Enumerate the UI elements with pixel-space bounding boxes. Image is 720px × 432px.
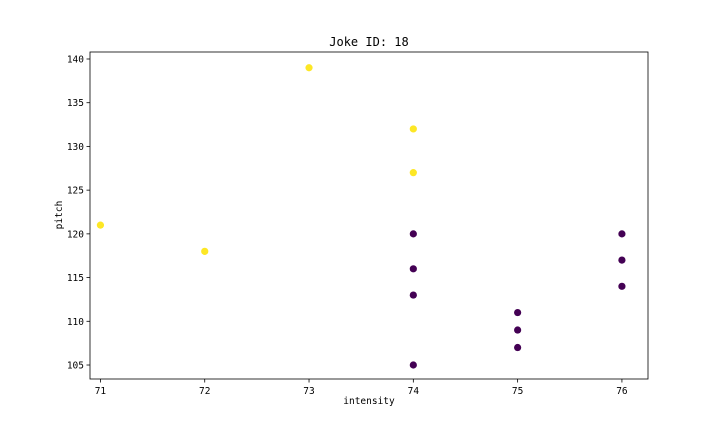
x-tick-label: 71 [95, 386, 107, 397]
y-tick-label: 140 [67, 54, 84, 65]
y-axis-label: pitch [54, 201, 65, 230]
data-point [514, 308, 522, 317]
data-point [409, 169, 417, 177]
x-tick-label: 73 [303, 386, 314, 397]
x-tick-label: 74 [408, 386, 420, 397]
data-point [514, 343, 522, 352]
x-axis-label: intensity [343, 396, 395, 407]
x-tick-label: 75 [512, 386, 523, 397]
data-points [96, 64, 626, 369]
y-tick-label: 130 [67, 142, 84, 153]
y-tick-label: 110 [67, 317, 84, 328]
x-tick-label: 72 [199, 386, 210, 397]
data-point [409, 361, 417, 369]
data-point [409, 265, 417, 273]
data-point [201, 247, 209, 255]
plot-area [89, 51, 649, 380]
x-tick-label: 76 [616, 386, 628, 397]
data-point [618, 230, 626, 238]
y-tick-label: 115 [67, 273, 84, 284]
data-point [409, 125, 417, 133]
data-point [618, 282, 626, 290]
data-point [305, 64, 313, 72]
y-tick-label: 105 [67, 361, 84, 372]
data-point [618, 256, 626, 264]
y-tick-label: 120 [67, 229, 84, 240]
y-tick-label: 125 [67, 186, 84, 197]
chart-title: Joke ID: 18 [329, 35, 408, 49]
data-point [409, 291, 417, 299]
data-point [514, 326, 522, 334]
data-point [409, 230, 417, 238]
y-axis: 105 110 115 120 125 130 135 140 [67, 54, 90, 372]
x-axis: 71 72 73 74 75 76 [95, 379, 628, 397]
y-tick-label: 135 [67, 98, 84, 109]
data-point [96, 221, 105, 229]
